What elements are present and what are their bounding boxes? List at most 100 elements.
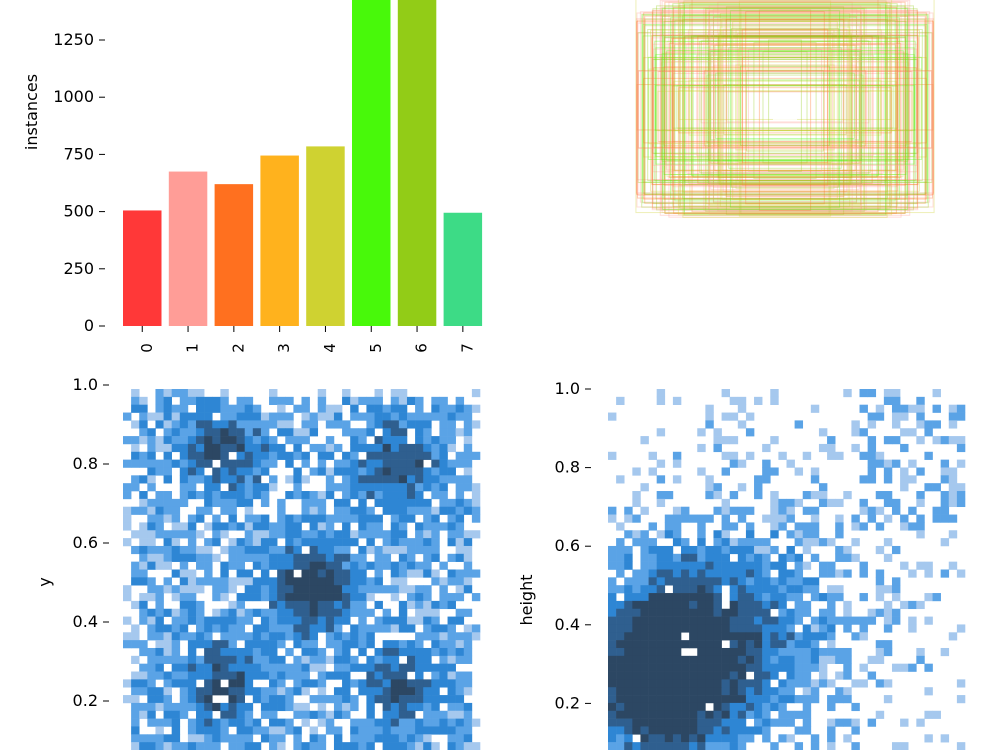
hist-cell: [729, 734, 739, 743]
hist-cell: [697, 561, 706, 570]
hist-cell: [236, 522, 246, 531]
hist-cell: [672, 530, 682, 539]
hist-cell: [301, 702, 310, 712]
hist-cell: [640, 726, 649, 735]
hist-cell: [277, 593, 286, 602]
hist-cell: [794, 647, 804, 657]
hist-cell: [439, 443, 448, 453]
hist-cell: [163, 577, 172, 586]
hist-cell: [827, 624, 836, 633]
hist-cell: [333, 600, 343, 610]
hist-cell: [891, 616, 901, 625]
hist-cell: [131, 640, 140, 649]
hist-cell: [729, 577, 739, 586]
hist-cell: [713, 561, 722, 570]
hist-cell: [187, 679, 197, 688]
hist-cell: [916, 522, 925, 531]
hist-cell: [681, 734, 690, 743]
hist-cell: [325, 561, 335, 570]
hist-cell: [471, 483, 481, 492]
hist-cell: [439, 428, 448, 437]
hist-cell: [778, 687, 787, 696]
hist-cell: [277, 702, 286, 712]
hist-cell: [786, 577, 795, 586]
hist-cell: [713, 530, 722, 539]
hist-cell: [196, 577, 205, 586]
hist-cell: [447, 522, 456, 531]
x-tick-label-0: 0: [138, 343, 156, 353]
hist-cell: [786, 663, 795, 672]
hist-cell: [244, 585, 254, 594]
hist-cell: [802, 545, 812, 555]
hist-cell: [415, 420, 424, 429]
hist-cell: [924, 593, 933, 602]
hist-cell: [277, 695, 286, 704]
hist-cell: [260, 522, 270, 531]
hist-cell: [155, 459, 164, 468]
hist-cell: [681, 600, 690, 610]
hist-cell: [317, 600, 327, 610]
y-tick-label-250: 250: [63, 259, 94, 278]
hist-cell: [333, 443, 343, 453]
hist-cell: [252, 538, 262, 547]
hist-cell: [415, 608, 424, 617]
hist-cell: [155, 624, 164, 633]
hist-cell: [640, 640, 649, 649]
hist-cell: [632, 600, 641, 610]
hist-cell: [293, 734, 302, 743]
hist-cell: [737, 655, 747, 664]
hist-cell: [672, 577, 682, 586]
hist-cell: [883, 616, 893, 625]
label-box: [668, 1, 902, 218]
hist-cell: [431, 624, 440, 633]
hist-cell: [754, 647, 763, 657]
hist-cell: [455, 702, 465, 712]
hist-cell: [131, 545, 140, 555]
hist-cell: [147, 585, 156, 594]
hist-cell: [916, 436, 925, 445]
hist-cell: [366, 608, 375, 617]
hist-cell: [293, 553, 302, 562]
label-box: [746, 70, 824, 152]
hist-cell: [366, 585, 375, 594]
hist-cell: [810, 491, 820, 500]
hist-cell: [423, 420, 432, 429]
hist-cell: [415, 734, 424, 743]
hist-cell: [455, 585, 465, 594]
hist-cell: [220, 585, 229, 594]
hist-cell: [713, 647, 722, 657]
hist-cell: [277, 420, 286, 429]
hist-cell: [891, 585, 901, 594]
hist-cell: [608, 600, 617, 610]
hist-cell: [455, 593, 465, 602]
hist-cell: [786, 545, 795, 555]
y-tick-label-0.2: 0.2: [555, 693, 580, 712]
hist-cell: [390, 491, 400, 500]
hist-cell: [244, 530, 254, 539]
label-box: [738, 0, 832, 217]
hist-cell: [406, 553, 416, 562]
hist-cell: [891, 506, 901, 515]
hist-cell: [956, 679, 966, 688]
hist-cell: [431, 577, 440, 586]
hist-cell: [883, 459, 893, 468]
hist-cell: [423, 593, 432, 602]
hist-cell: [204, 679, 213, 688]
hist-cell: [851, 726, 860, 735]
hist-cell: [366, 420, 375, 429]
hist-cell: [196, 436, 205, 445]
hist-cell: [366, 640, 375, 649]
label-box: [652, 58, 918, 155]
hist-cell: [155, 420, 164, 429]
hist-cell: [139, 687, 148, 696]
hist-cell: [891, 404, 901, 413]
hist-cell: [471, 491, 481, 500]
hist-cell: [867, 506, 877, 515]
hist-cell: [818, 498, 828, 508]
hist-cell: [366, 428, 375, 437]
hist-cell: [163, 545, 172, 555]
hist-cell: [916, 404, 925, 413]
hist-cell: [883, 695, 893, 704]
hist-cell: [171, 553, 181, 562]
hist-cell: [204, 671, 213, 680]
